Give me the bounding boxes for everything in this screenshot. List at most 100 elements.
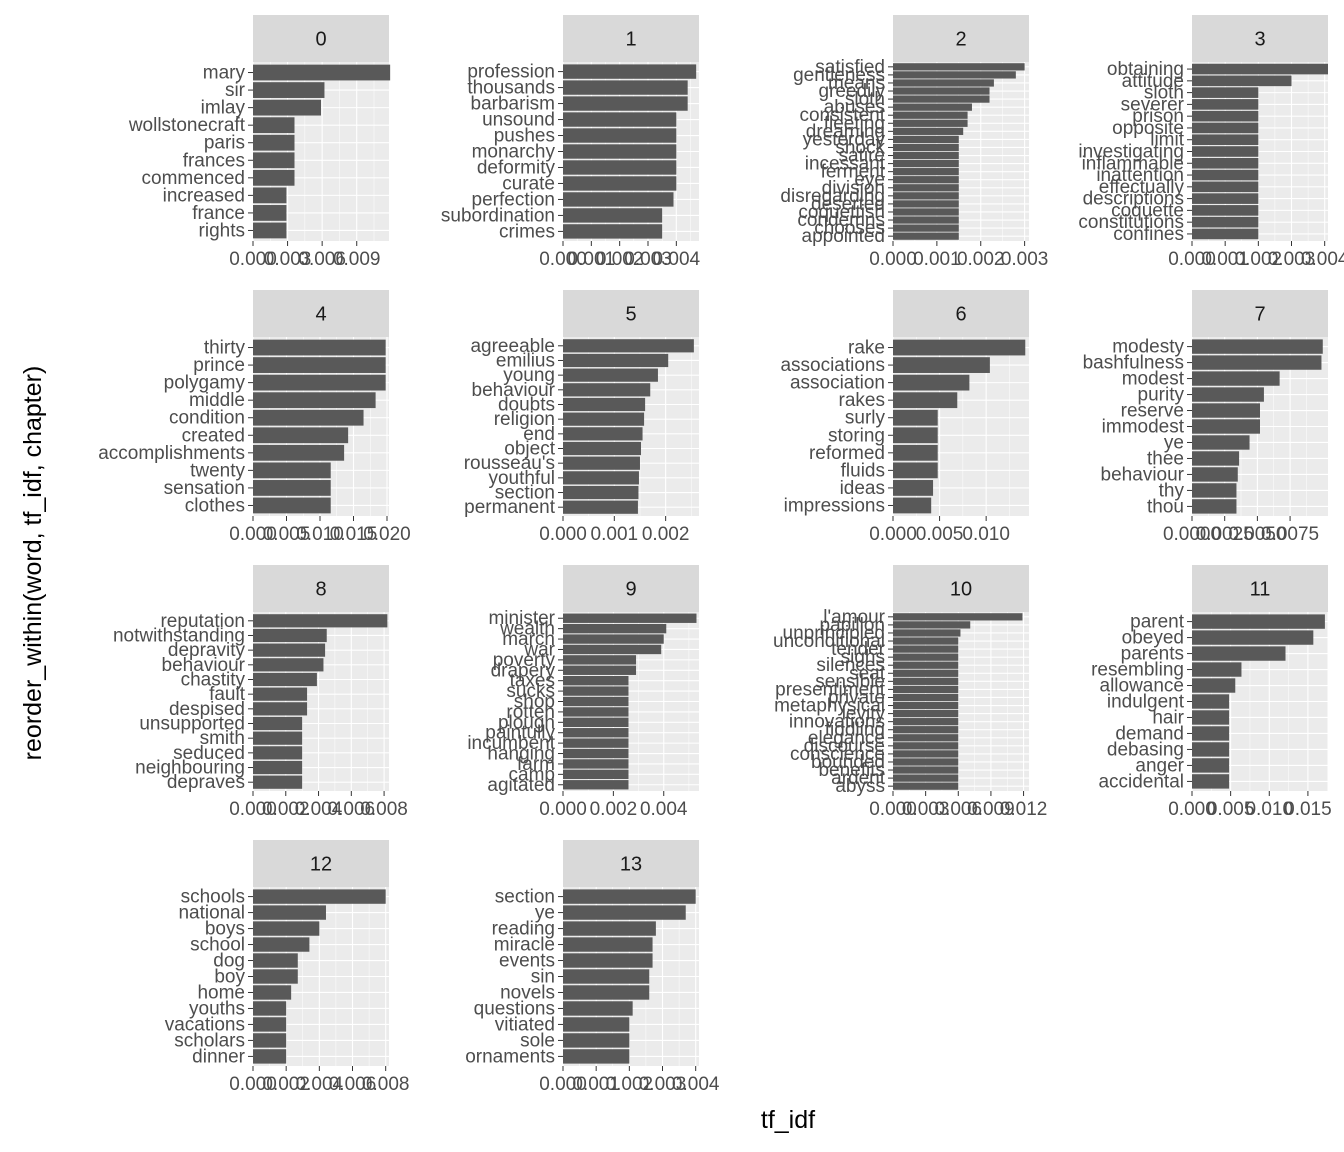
y-tick-label: barbarism xyxy=(471,94,555,115)
bar xyxy=(1192,435,1250,450)
facet-strip xyxy=(253,290,389,337)
y-tick-label: bounded xyxy=(811,752,885,773)
y-tick-label: silences xyxy=(816,655,885,676)
y-tick-label: taxes xyxy=(510,671,555,692)
y-tick-label: hanging xyxy=(487,744,555,765)
y-tick-label: mary xyxy=(203,63,246,84)
y-tick-label: shock xyxy=(835,137,885,158)
y-tick-label: reformed xyxy=(809,443,885,464)
y-tick-label: wealth xyxy=(499,619,555,640)
y-tick-label: deformity xyxy=(477,157,556,178)
y-tick-label: benefits xyxy=(818,760,885,781)
bar xyxy=(893,103,972,111)
x-tick-label: 0.003 xyxy=(639,1074,687,1095)
y-tick-label: war xyxy=(523,639,555,660)
y-tick-label: middle xyxy=(189,390,245,411)
bar xyxy=(893,392,958,409)
y-tick-label: allowance xyxy=(1100,676,1185,697)
y-tick-label: abyss xyxy=(835,776,885,797)
bar xyxy=(563,427,643,441)
bar xyxy=(1192,467,1238,482)
bar xyxy=(253,339,386,356)
x-tick-label: 0.006 xyxy=(935,799,983,820)
bar xyxy=(563,471,639,485)
y-tick-label: permanent xyxy=(464,497,556,518)
y-tick-label: conscience xyxy=(790,744,885,765)
bar xyxy=(893,774,959,782)
y-tick-label: farm xyxy=(517,754,555,775)
bar xyxy=(893,176,959,184)
bar xyxy=(253,731,303,745)
y-tick-label: discourse xyxy=(804,736,885,757)
x-tick-label: 0.005 xyxy=(263,524,311,545)
y-tick-label: yesterday xyxy=(803,129,886,150)
y-tick-label: thee xyxy=(1147,448,1184,469)
bar xyxy=(893,444,938,461)
bar xyxy=(563,613,697,623)
y-tick-label: pushes xyxy=(494,126,555,147)
bar xyxy=(563,644,662,655)
x-tick-label: 0.000 xyxy=(869,249,917,270)
bar xyxy=(1192,710,1230,725)
bar xyxy=(563,412,645,426)
x-tick-label: 0.001 xyxy=(568,249,616,270)
bar xyxy=(893,766,959,774)
y-tick-label: impressions xyxy=(784,495,885,516)
x-tick-label: 0.0000 xyxy=(1163,524,1221,545)
facet-strip xyxy=(1192,290,1328,337)
y-tick-label: rousseau's xyxy=(464,453,555,474)
y-tick-label: plough xyxy=(498,712,555,733)
bar xyxy=(893,151,959,160)
bar xyxy=(563,208,663,223)
bar xyxy=(1192,483,1237,498)
y-tick-label: storing xyxy=(828,425,885,446)
bar xyxy=(893,669,959,677)
x-tick-label: 0.005 xyxy=(916,524,964,545)
facet-strip xyxy=(1192,15,1328,62)
y-tick-label: fault xyxy=(209,684,246,705)
y-tick-label: emilius xyxy=(496,350,555,371)
y-tick-label: twenty xyxy=(190,460,245,481)
y-tick-label: polygamy xyxy=(164,373,246,394)
bar xyxy=(253,969,298,984)
y-tick-label: despised xyxy=(169,699,245,720)
bar xyxy=(893,200,959,208)
y-tick-label: depraves xyxy=(167,772,245,793)
y-tick-label: levity xyxy=(842,704,886,725)
x-tick-label: 0.000 xyxy=(539,524,587,545)
bar xyxy=(253,658,324,672)
x-tick-label: 0.001 xyxy=(913,249,961,270)
bar xyxy=(893,119,968,127)
bar xyxy=(563,748,629,759)
y-tick-label: reputation xyxy=(160,611,245,632)
y-tick-label: notwithstanding xyxy=(113,625,245,646)
y-tick-label: inattention xyxy=(1096,165,1184,186)
y-tick-label: condemns xyxy=(797,210,885,231)
y-tick-label: rakes xyxy=(839,390,885,411)
y-tick-label: france xyxy=(192,203,245,224)
bar xyxy=(893,409,938,426)
bar xyxy=(253,444,345,461)
bar xyxy=(893,111,968,119)
bar xyxy=(893,726,959,734)
y-tick-label: national xyxy=(178,903,245,924)
y-tick-label: dog xyxy=(213,951,245,972)
bar xyxy=(563,441,642,456)
x-tick-label: 0.000 xyxy=(539,249,587,270)
bar xyxy=(563,686,629,696)
x-tick-label: 0.002 xyxy=(596,249,644,270)
bar xyxy=(253,614,388,628)
facet-strip xyxy=(1192,565,1328,612)
bar xyxy=(893,629,961,637)
y-tick-label: behaviour xyxy=(1101,464,1185,485)
bar xyxy=(893,95,990,103)
y-tick-label: march xyxy=(502,629,555,650)
y-tick-label: home xyxy=(197,982,245,1003)
x-tick-label: 0.000 xyxy=(539,799,587,820)
x-tick-label: 0.001 xyxy=(591,524,639,545)
y-tick-label: opposite xyxy=(1112,118,1184,139)
y-tick-label: coquette xyxy=(1111,200,1184,221)
bar xyxy=(253,889,386,904)
y-tick-label: dreaming xyxy=(806,121,885,142)
